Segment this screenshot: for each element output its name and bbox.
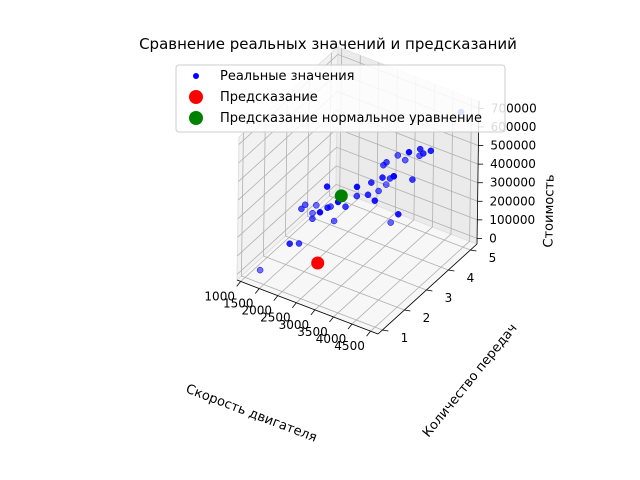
real-value-point (364, 191, 372, 199)
x-tick (310, 309, 316, 316)
real-value-point (353, 192, 361, 200)
real-value-point (382, 181, 390, 188)
legend-label: Реальные значения (220, 69, 355, 84)
x-tick-label: 3000 (279, 318, 310, 332)
x-tick (329, 316, 334, 323)
x-tick-label: 1000 (204, 289, 235, 303)
prediction-point (311, 256, 325, 270)
real-value-point (324, 204, 331, 211)
x-tick-label: 2500 (260, 311, 291, 325)
real-value-point (401, 156, 409, 164)
chart-title: Сравнение реальных значений и предсказан… (139, 35, 517, 53)
real-value-point (395, 211, 402, 218)
real-value-point (394, 152, 402, 159)
gridline-z (236, 183, 478, 275)
x-tick (236, 281, 242, 287)
x-tick-label: 3500 (297, 325, 328, 339)
real-value-point (316, 209, 324, 216)
x-tick-label: 2000 (242, 304, 273, 318)
x-tick (366, 330, 371, 337)
legend-frame (175, 64, 506, 133)
x-axis-line (236, 279, 379, 335)
real-value-point (295, 240, 303, 247)
real-value-point (368, 179, 375, 186)
real-value-point (301, 201, 309, 209)
legend-marker (189, 90, 203, 104)
gridline-z (237, 146, 478, 238)
normal-equation-prediction-point (334, 189, 348, 203)
real-value-point (387, 219, 394, 226)
legend-label: Предсказание (220, 90, 318, 105)
z-tick-label: 400000 (490, 157, 536, 171)
gridline-z (237, 165, 478, 257)
gridline-y (240, 132, 383, 331)
y-axis-line (377, 243, 478, 335)
z-tick-label: 200000 (490, 194, 536, 208)
z-tick-label: 300000 (490, 176, 536, 190)
real-value-point (375, 187, 382, 195)
real-value-point (416, 145, 424, 153)
real-value-point (309, 209, 316, 217)
z-tick-label: 500000 (490, 139, 536, 153)
y-tick (426, 289, 433, 292)
real-value-point (379, 174, 386, 181)
y-tick-label: 4 (467, 271, 475, 285)
y-tick-label: 1 (401, 331, 409, 345)
real-value-point (405, 148, 413, 156)
legend-marker (189, 111, 203, 125)
y-tick (382, 329, 389, 332)
gridline-x (351, 91, 454, 325)
legend-label: Предсказание нормальное уравнение (220, 111, 482, 126)
real-value-point (309, 215, 316, 223)
real-value-point (313, 202, 320, 209)
x-tick (254, 288, 260, 294)
real-value-point (323, 183, 331, 190)
real-value-point (342, 203, 349, 210)
z-axis-label: Стоимость (541, 174, 557, 247)
x-tick (292, 302, 297, 308)
real-value-point (390, 173, 398, 180)
x-tick-label: 4500 (334, 339, 365, 353)
real-value-point (380, 161, 387, 169)
x-tick (347, 323, 353, 330)
real-value-point (330, 217, 338, 225)
real-value-point (286, 240, 293, 247)
z-tick-label: 100000 (489, 213, 535, 227)
y-tick-label: 3 (445, 291, 453, 305)
gridline-y (262, 112, 405, 311)
legend-marker (193, 73, 199, 79)
real-value-point (353, 183, 361, 191)
real-value-point (298, 205, 305, 213)
y-tick (470, 249, 477, 252)
gridline-y (284, 92, 427, 291)
real-value-point (256, 266, 264, 274)
real-value-point (371, 197, 379, 204)
real-value-point (409, 176, 416, 183)
y-tick-label: 5 (489, 251, 497, 265)
x-tick (273, 295, 279, 301)
gridline-x (370, 98, 472, 332)
z-tick-label: 0 (489, 231, 497, 245)
y-tick (448, 269, 455, 272)
data-points (256, 108, 465, 274)
real-value-point (420, 150, 427, 157)
y-tick (404, 309, 411, 312)
x-tick-label: 4000 (316, 332, 347, 346)
legend: Реальные значения Предсказание Предсказани… (175, 64, 506, 133)
y-tick-label: 2 (423, 311, 431, 325)
x-tick-label: 1500 (223, 297, 254, 311)
real-value-point (427, 147, 435, 155)
